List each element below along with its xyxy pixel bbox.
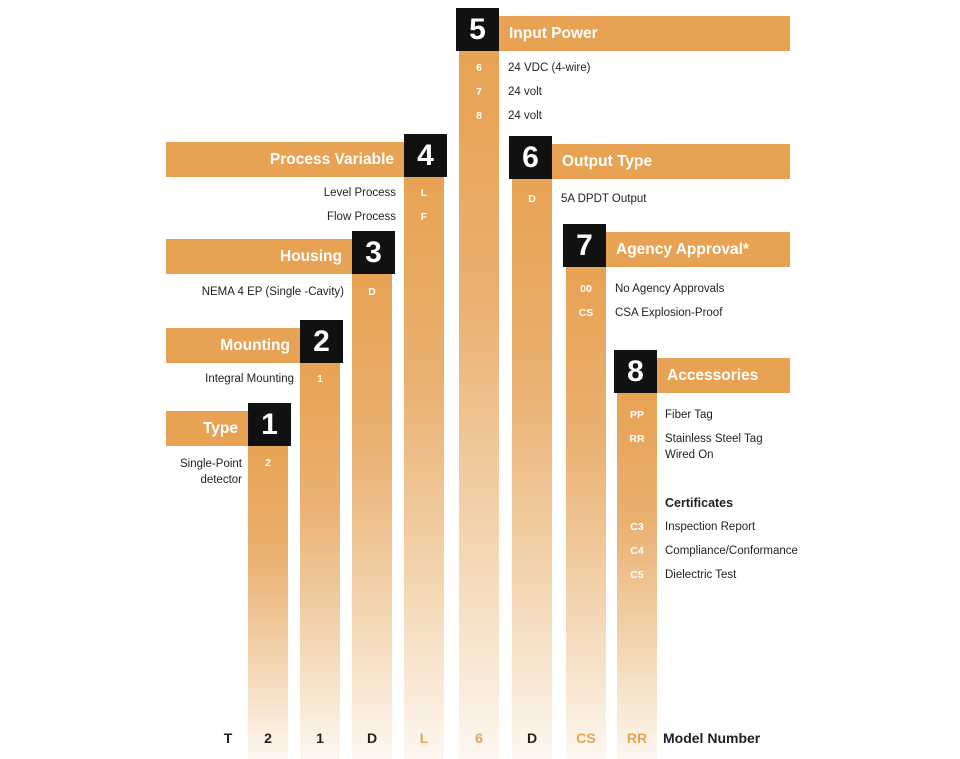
section-title: Agency Approval* [616, 240, 749, 258]
certificates-heading: Certificates [665, 496, 734, 510]
option-label: Integral Mounting [205, 373, 294, 385]
option-code: PP [629, 409, 644, 421]
section-accessories-header: Accessories [657, 358, 790, 393]
option-label: Single-Point detector [179, 458, 242, 486]
section-title: Accessories [667, 366, 759, 384]
model-code: CS [576, 730, 596, 746]
section-output-type-header: Output Type [552, 144, 790, 179]
section-title: Type [202, 419, 238, 437]
section-number-badge: 5 [456, 8, 499, 51]
column-mounting [300, 362, 340, 759]
section-mounting-header: Mounting [166, 328, 300, 363]
model-code: D [526, 730, 538, 746]
section-number-badge: 4 [404, 134, 447, 177]
column-accessories [617, 392, 657, 759]
section-number-badge: 8 [614, 350, 657, 393]
column-input-power [459, 50, 499, 759]
option-code: D [368, 286, 376, 298]
section-housing-header: Housing [166, 239, 352, 274]
model-code: 1 [316, 730, 324, 746]
section-number-badge: 6 [509, 136, 552, 179]
section-process-variable-header: Process Variable [166, 142, 404, 177]
column-housing [352, 273, 392, 759]
section-number-badge: 3 [352, 231, 395, 274]
column-agency-approval [566, 266, 606, 759]
section-number-badge: 2 [300, 320, 343, 363]
option-label: Stainless Steel Tag Wired On [665, 433, 763, 461]
model-code: D [366, 730, 378, 746]
option-label: Dielectric Test [665, 569, 737, 581]
option-label: NEMA 4 EP (Single -Cavity) [201, 286, 344, 298]
column-output-type [512, 178, 552, 759]
option-label: 5A DPDT Output [561, 193, 647, 205]
model-code-prefix: T [223, 730, 233, 746]
section-input-power-header: Input Power [499, 16, 790, 51]
section-number-badge: 1 [248, 403, 291, 446]
option-code: 00 [580, 283, 592, 295]
option-label: Level Process [323, 187, 396, 199]
option-code: D [528, 193, 536, 205]
section-title: Housing [280, 247, 342, 265]
option-code: F [420, 211, 428, 223]
option-code: C5 [630, 569, 644, 581]
option-code: L [420, 187, 428, 199]
model-code: L [419, 730, 429, 746]
section-title: Process Variable [269, 150, 394, 168]
section-title: Input Power [509, 24, 598, 42]
option-label: Compliance/Conformance [665, 545, 798, 557]
option-code: 6 [476, 62, 482, 74]
model-code: RR [626, 730, 648, 746]
model-code: 6 [475, 730, 483, 746]
model-code: 2 [264, 730, 272, 746]
section-type-header: Type [166, 411, 248, 446]
section-number-badge: 7 [563, 224, 606, 267]
option-label: No Agency Approvals [615, 283, 725, 295]
section-agency-approval-header: Agency Approval* [606, 232, 790, 267]
option-code: C4 [630, 545, 644, 557]
option-code: 8 [476, 110, 482, 122]
option-label: Inspection Report [665, 521, 756, 533]
option-label: 24 volt [508, 110, 542, 122]
option-code: RR [629, 433, 645, 445]
model-number-label: Model Number [663, 730, 761, 746]
option-label: 24 VDC (4-wire) [508, 62, 591, 74]
option-label: Flow Process [326, 211, 396, 223]
column-process-variable [404, 176, 444, 759]
column-type [248, 445, 288, 759]
option-label: 24 volt [508, 86, 542, 98]
option-code: 7 [476, 86, 482, 98]
section-title: Mounting [220, 336, 290, 354]
section-title: Output Type [562, 152, 653, 170]
option-code: 1 [317, 373, 323, 385]
option-code: 2 [265, 457, 271, 469]
option-code: CS [578, 307, 594, 319]
option-label: CSA Explosion-Proof [615, 307, 723, 319]
option-code: C3 [630, 521, 644, 533]
option-label: Fiber Tag [665, 409, 713, 421]
